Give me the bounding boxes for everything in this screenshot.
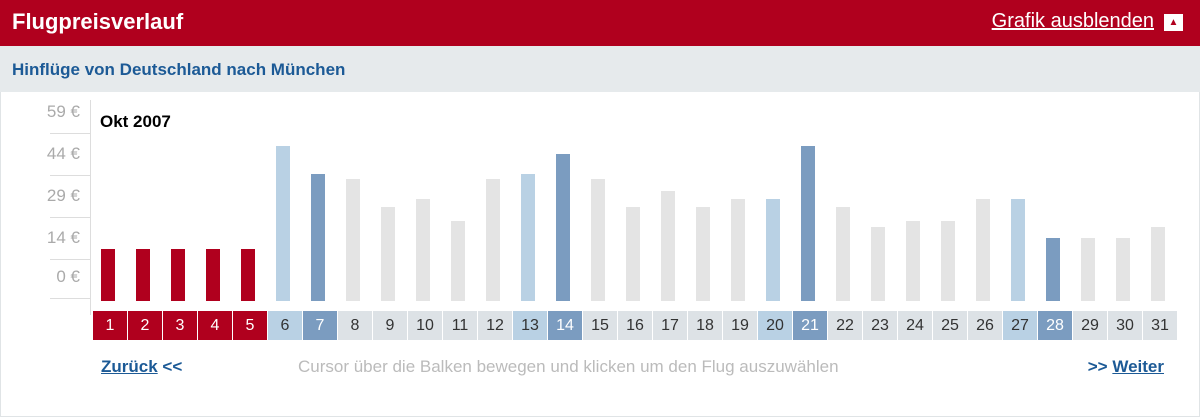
widget-title: Flugpreisverlauf xyxy=(12,9,184,34)
price-bar-day-7[interactable] xyxy=(311,173,325,301)
price-bar-day-24[interactable] xyxy=(906,221,920,301)
day-label[interactable]: 6 xyxy=(268,311,302,340)
price-bar-day-17[interactable] xyxy=(661,190,675,301)
subheader: Hinflüge von Deutschland nach München xyxy=(0,46,1200,92)
price-bar-day-1[interactable] xyxy=(101,249,115,301)
price-bar-day-29[interactable] xyxy=(1081,237,1095,301)
next-link[interactable]: Weiter xyxy=(1112,357,1164,376)
day-label[interactable]: 22 xyxy=(828,311,862,340)
y-tick-label: 14 € xyxy=(46,227,80,247)
price-bar-day-23[interactable] xyxy=(871,226,885,301)
day-label[interactable]: 12 xyxy=(478,311,512,340)
day-label[interactable]: 28 xyxy=(1038,311,1072,340)
price-bar-day-31[interactable] xyxy=(1151,226,1165,301)
day-label[interactable]: 11 xyxy=(443,311,477,340)
y-tick-label: 44 € xyxy=(46,144,80,164)
price-bar-day-11[interactable] xyxy=(451,221,465,301)
back-link[interactable]: Zurück xyxy=(101,357,158,376)
y-gridline xyxy=(50,258,90,260)
price-bar-day-15[interactable] xyxy=(591,179,605,301)
day-label[interactable]: 23 xyxy=(863,311,897,340)
day-label[interactable]: 2 xyxy=(128,311,162,340)
price-bar-day-4[interactable] xyxy=(206,249,220,301)
day-label[interactable]: 21 xyxy=(793,311,827,340)
y-gridline xyxy=(50,175,90,177)
next-arrows: >> xyxy=(1087,357,1108,376)
hide-graphic-link[interactable]: Grafik ausblenden xyxy=(991,10,1154,32)
day-label[interactable]: 19 xyxy=(723,311,757,340)
y-tick-label: 59 € xyxy=(46,102,80,122)
next-nav: >> Weiter xyxy=(1088,357,1164,377)
day-label[interactable]: 27 xyxy=(1003,311,1037,340)
day-label[interactable]: 24 xyxy=(898,311,932,340)
route-title: Hinflüge von Deutschland nach München xyxy=(12,60,346,79)
day-label[interactable]: 17 xyxy=(653,311,687,340)
price-bar-day-14[interactable] xyxy=(556,154,570,301)
y-tick-label: 0 € xyxy=(56,267,80,286)
day-label[interactable]: 1 xyxy=(93,311,127,340)
price-bar-day-10[interactable] xyxy=(416,198,430,301)
day-label[interactable]: 31 xyxy=(1143,311,1177,340)
back-nav: Zurück << xyxy=(101,357,182,377)
day-label[interactable]: 4 xyxy=(198,311,232,340)
day-label[interactable]: 14 xyxy=(548,311,582,340)
y-gridline xyxy=(50,217,90,219)
price-bar-day-25[interactable] xyxy=(941,221,955,301)
price-bar-day-27[interactable] xyxy=(1011,198,1025,301)
day-label[interactable]: 20 xyxy=(758,311,792,340)
price-bar-day-6[interactable] xyxy=(276,145,290,301)
price-bar-day-3[interactable] xyxy=(171,249,185,301)
chart-title: Okt 2007 xyxy=(100,112,171,131)
day-label[interactable]: 8 xyxy=(338,311,372,340)
y-gridline xyxy=(50,133,90,135)
day-label[interactable]: 26 xyxy=(968,311,1002,340)
day-label[interactable]: 25 xyxy=(933,311,967,340)
price-bar-day-2[interactable] xyxy=(136,249,150,301)
price-bar-day-21[interactable] xyxy=(801,145,815,301)
price-bar-day-12[interactable] xyxy=(486,179,500,301)
day-label[interactable]: 15 xyxy=(583,311,617,340)
day-label[interactable]: 29 xyxy=(1073,311,1107,340)
price-bar-day-20[interactable] xyxy=(766,198,780,301)
day-label[interactable]: 9 xyxy=(373,311,407,340)
day-label[interactable]: 10 xyxy=(408,311,442,340)
y-axis-line xyxy=(90,100,91,315)
day-label[interactable]: 7 xyxy=(303,311,337,340)
collapse-up-icon[interactable]: ▲ xyxy=(1164,14,1183,31)
price-bar-day-13[interactable] xyxy=(521,173,535,301)
price-bar-day-16[interactable] xyxy=(626,207,640,301)
y-gridline xyxy=(50,298,90,299)
price-bar-day-18[interactable] xyxy=(696,207,710,301)
y-tick-label: 29 € xyxy=(46,186,80,206)
price-bar-day-9[interactable] xyxy=(381,207,395,301)
price-bar-day-19[interactable] xyxy=(731,198,745,301)
price-bar-day-5[interactable] xyxy=(241,249,255,301)
price-bar-day-8[interactable] xyxy=(346,179,360,301)
day-label[interactable]: 16 xyxy=(618,311,652,340)
back-arrows: << xyxy=(162,357,183,376)
day-label[interactable]: 13 xyxy=(513,311,547,340)
price-bar-day-26[interactable] xyxy=(976,198,990,301)
hint-text: Cursor über die Balken bewegen und klick… xyxy=(298,357,839,376)
day-label[interactable]: 30 xyxy=(1108,311,1142,340)
price-bar-day-22[interactable] xyxy=(836,207,850,301)
price-bar-day-30[interactable] xyxy=(1116,237,1130,301)
price-bar-day-28[interactable] xyxy=(1046,237,1060,301)
day-label[interactable]: 5 xyxy=(233,311,267,340)
day-label[interactable]: 18 xyxy=(688,311,722,340)
day-label[interactable]: 3 xyxy=(163,311,197,340)
header-bar: Flugpreisverlauf Grafik ausblenden ▲ xyxy=(0,0,1200,46)
